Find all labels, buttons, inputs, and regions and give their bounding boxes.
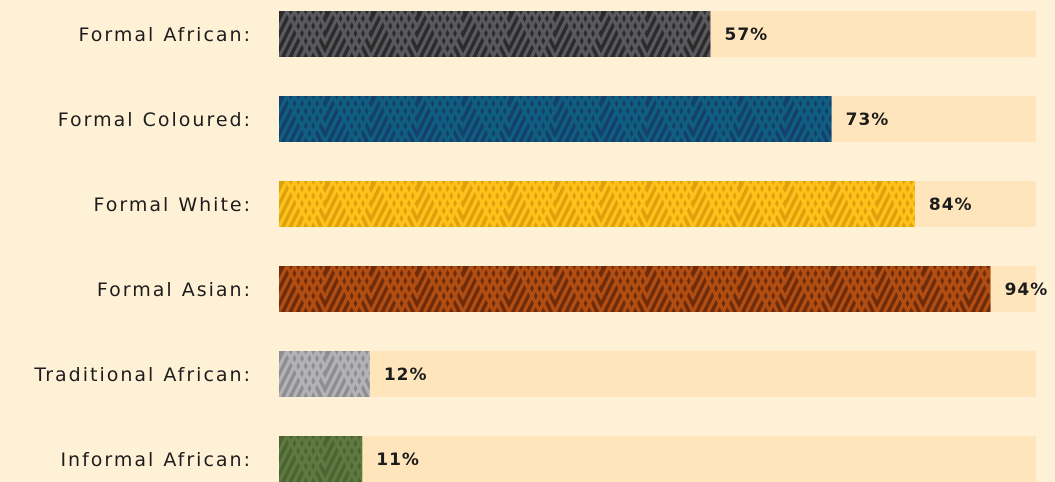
bar	[279, 181, 915, 227]
bar	[279, 266, 991, 312]
category-label: Formal Asian:	[97, 279, 252, 301]
bar	[279, 436, 363, 482]
bar	[279, 96, 832, 142]
category-label: Formal White:	[94, 194, 252, 216]
bar	[279, 351, 370, 397]
bar-track	[279, 436, 1036, 482]
category-label: Informal African:	[60, 449, 252, 471]
value-label: 12%	[384, 365, 428, 385]
value-label: 94%	[1005, 280, 1049, 300]
bar-track	[279, 351, 1036, 397]
value-label: 57%	[724, 25, 768, 45]
value-label: 73%	[846, 110, 890, 130]
category-label: Formal African:	[79, 24, 252, 46]
value-label: 11%	[376, 450, 420, 470]
category-label: Traditional African:	[33, 364, 252, 386]
value-label: 84%	[929, 195, 973, 215]
bar	[279, 11, 711, 57]
category-label: Formal Coloured:	[58, 109, 252, 131]
